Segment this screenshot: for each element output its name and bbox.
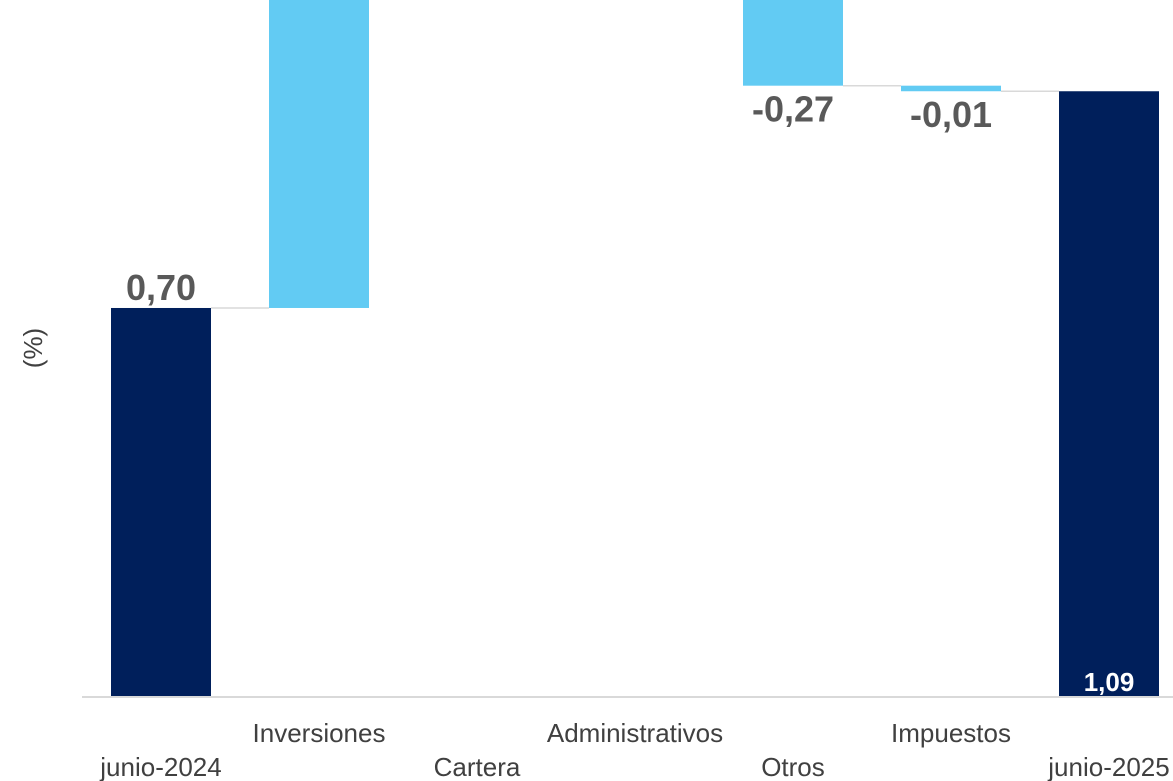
value-labels: 0,700,690,08-0,10-0,27-0,011,09 <box>126 89 1135 697</box>
category-label: Cartera <box>434 752 521 781</box>
category-label: Administrativos <box>547 718 723 748</box>
value-label: 0,70 <box>126 267 196 308</box>
bars <box>111 0 1159 697</box>
connector-lines <box>211 84 1059 309</box>
category-label: junio-2024 <box>99 752 221 781</box>
value-label: -0,27 <box>752 89 834 130</box>
bar-inversiones <box>269 0 369 308</box>
y-axis-label: (%) <box>18 328 48 368</box>
category-labels: junio-2024 Inversiones Cartera Administrati… <box>99 718 1169 781</box>
category-label: Impuestos <box>891 718 1011 748</box>
bar-impuestos <box>901 85 1001 92</box>
category-label: Otros <box>761 752 825 781</box>
bar-junio-2024 <box>111 307 211 697</box>
bar-junio-2025 <box>1059 91 1159 697</box>
value-label: -0,01 <box>910 94 992 135</box>
category-label: junio-2025 <box>1047 752 1169 781</box>
category-label: Inversiones <box>253 718 386 748</box>
bar-otros <box>743 0 843 86</box>
value-label: 1,09 <box>1084 667 1135 697</box>
